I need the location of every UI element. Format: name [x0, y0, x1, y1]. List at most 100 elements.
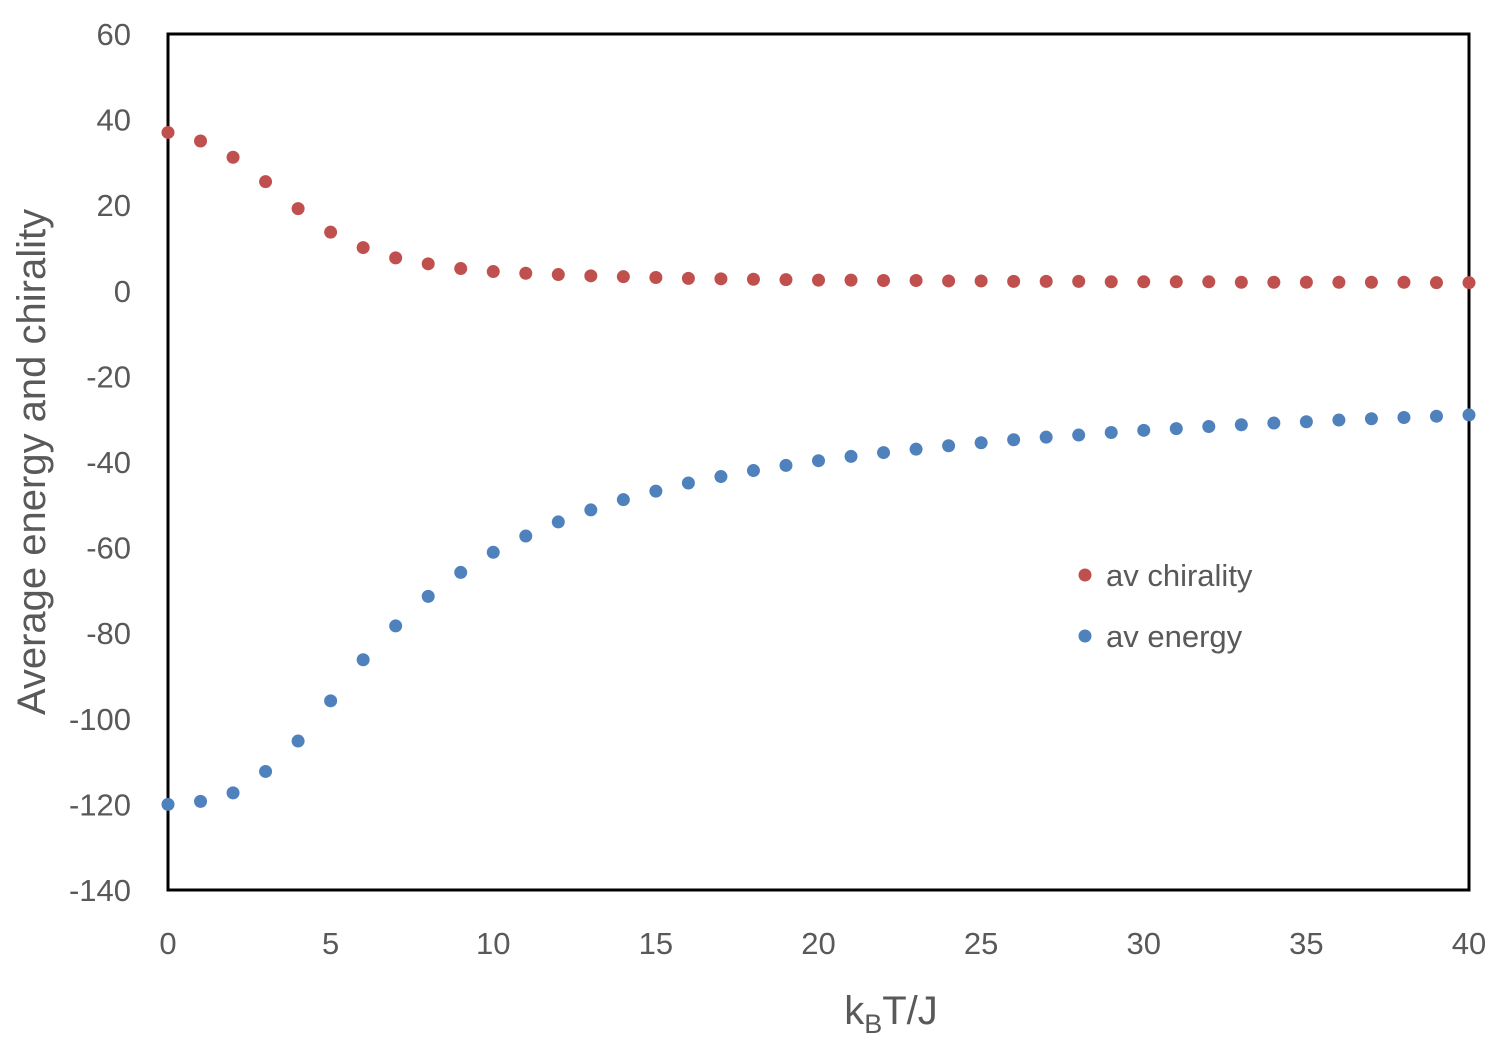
data-point-av-energy — [486, 545, 500, 559]
data-point-av-energy — [1364, 412, 1378, 426]
data-point-av-chirality — [1137, 275, 1151, 289]
y-tick-label: -40 — [86, 445, 131, 480]
data-point-av-energy — [1267, 416, 1281, 430]
data-point-av-chirality — [877, 274, 891, 288]
y-tick-label: -20 — [86, 359, 131, 394]
data-point-av-chirality — [812, 273, 825, 287]
data-point-av-energy — [616, 493, 630, 507]
x-axis-title-subscript: B — [864, 1009, 882, 1039]
data-point-av-energy — [974, 436, 988, 450]
y-tick-label: 20 — [97, 188, 131, 223]
y-tick-label: -60 — [86, 531, 131, 566]
data-point-av-energy — [942, 439, 956, 453]
data-point-av-energy — [1007, 433, 1021, 447]
data-points — [161, 125, 1476, 811]
data-point-av-energy — [779, 458, 793, 472]
data-point-av-energy — [877, 446, 891, 460]
data-point-av-chirality — [1104, 275, 1118, 289]
data-point-av-energy — [259, 764, 273, 778]
x-tick-label: 0 — [159, 926, 176, 961]
data-point-av-energy — [812, 454, 825, 468]
y-tick-label: 60 — [97, 17, 131, 52]
data-point-av-chirality — [584, 269, 598, 283]
data-point-av-chirality — [1299, 275, 1313, 289]
data-point-av-energy — [551, 515, 565, 529]
data-point-av-energy — [909, 442, 923, 456]
data-point-av-energy — [1137, 423, 1151, 437]
x-tick-label: 30 — [1127, 926, 1161, 961]
x-tick-label: 40 — [1452, 926, 1486, 961]
data-point-av-energy — [356, 653, 370, 667]
data-point-av-energy — [649, 484, 663, 498]
data-point-av-chirality — [1364, 275, 1378, 289]
data-point-av-chirality — [356, 241, 370, 255]
data-point-av-chirality — [161, 125, 175, 139]
data-point-av-chirality — [974, 274, 988, 288]
data-point-av-chirality — [259, 175, 273, 189]
data-point-av-chirality — [779, 273, 793, 287]
data-point-av-chirality — [486, 265, 500, 279]
x-tick-label: 35 — [1289, 926, 1323, 961]
x-tick-label: 5 — [322, 926, 339, 961]
data-point-av-chirality — [1169, 275, 1183, 289]
data-point-av-chirality — [714, 272, 728, 286]
data-point-av-chirality — [421, 257, 435, 271]
data-point-av-energy — [746, 464, 760, 478]
data-point-av-chirality — [1462, 276, 1476, 290]
y-axis-tick-labels: 60 40 20 0 -20 -40 -60 -80 -100 -120 -140 — [69, 17, 131, 908]
legend: av chirality av energy — [1078, 558, 1253, 654]
data-point-av-chirality — [681, 271, 695, 285]
data-point-av-energy — [714, 470, 728, 484]
x-axis-title: kBT/J — [844, 989, 938, 1039]
data-point-av-chirality — [194, 134, 208, 148]
data-point-av-chirality — [1072, 274, 1086, 288]
data-point-av-chirality — [291, 202, 305, 216]
data-point-av-energy — [1104, 425, 1118, 439]
data-point-av-energy — [226, 786, 240, 800]
x-tick-label: 15 — [639, 926, 673, 961]
y-tick-label: -120 — [69, 787, 131, 822]
data-point-av-energy — [1429, 409, 1443, 423]
data-point-av-chirality — [454, 262, 468, 276]
x-axis-title-rest: T/J — [882, 989, 938, 1033]
data-point-av-energy — [161, 797, 175, 811]
data-point-av-chirality — [942, 274, 956, 288]
y-tick-label: -100 — [69, 702, 131, 737]
data-point-av-energy — [1299, 415, 1313, 429]
data-point-av-energy — [324, 694, 338, 708]
data-point-av-energy — [844, 449, 858, 463]
data-point-av-energy — [1039, 430, 1053, 444]
legend-marker-av-energy — [1078, 629, 1092, 643]
legend-label-av-chirality: av chirality — [1106, 558, 1253, 593]
data-point-av-chirality — [1397, 275, 1411, 289]
data-point-av-energy — [194, 794, 208, 808]
x-tick-label: 25 — [964, 926, 998, 961]
data-point-av-chirality — [616, 270, 630, 284]
legend-marker-av-chirality — [1078, 568, 1092, 582]
data-point-av-chirality — [1039, 274, 1053, 288]
data-point-av-energy — [389, 619, 403, 633]
data-point-av-chirality — [1267, 275, 1281, 289]
data-point-av-energy — [454, 565, 468, 579]
data-point-av-energy — [1462, 408, 1476, 422]
data-point-av-energy — [1202, 419, 1216, 433]
data-point-av-chirality — [1429, 276, 1443, 290]
data-point-av-energy — [681, 476, 695, 490]
data-point-av-energy — [1332, 413, 1346, 427]
x-axis-tick-labels: 0 5 10 15 20 25 30 35 40 — [159, 926, 1486, 961]
data-point-av-chirality — [551, 268, 565, 282]
data-point-av-chirality — [844, 273, 858, 287]
data-point-av-energy — [584, 503, 598, 517]
plot-area-border — [166, 32, 1471, 892]
y-tick-label: -80 — [86, 616, 131, 651]
y-tick-label: 40 — [97, 103, 131, 138]
data-point-av-energy — [1397, 410, 1411, 424]
y-tick-label: 0 — [114, 274, 131, 309]
data-point-av-chirality — [1007, 274, 1021, 288]
legend-label-av-energy: av energy — [1106, 619, 1243, 654]
data-point-av-chirality — [519, 266, 533, 280]
data-point-av-energy — [1072, 428, 1086, 442]
data-point-av-chirality — [909, 274, 923, 288]
